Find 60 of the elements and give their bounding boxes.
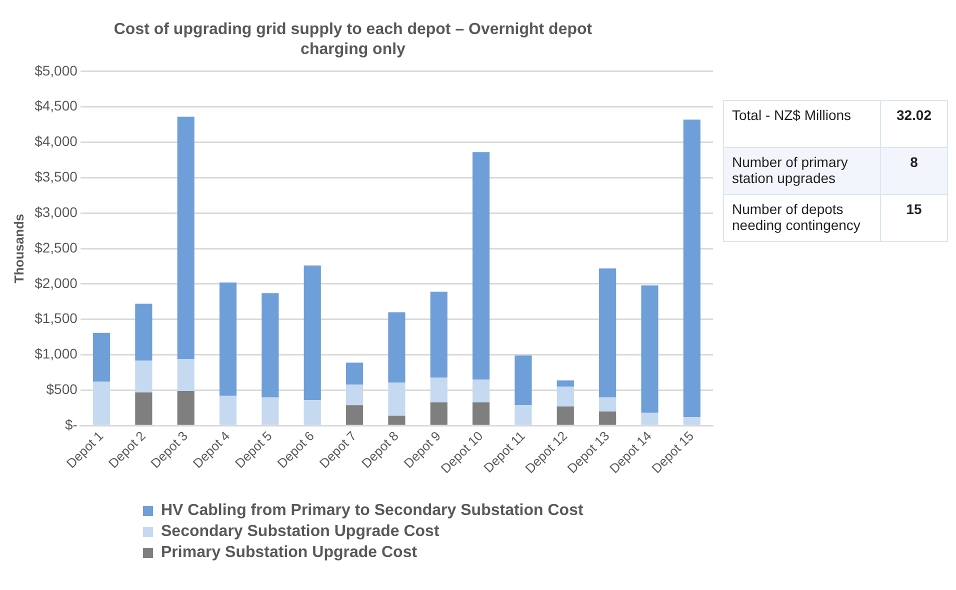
y-tick-label: $4,000: [34, 133, 78, 150]
bar: [472, 152, 490, 380]
y-tick-label: $-: [64, 416, 78, 433]
y-tick-label: $2,000: [34, 274, 78, 291]
bar: [219, 282, 237, 396]
bar: [599, 397, 616, 412]
y-tick-label: $1,000: [34, 346, 78, 362]
bar: [92, 382, 110, 425]
text: Total - NZ$ Millions: [724, 100, 880, 148]
bar: [177, 116, 194, 360]
text: 8: [880, 148, 948, 194]
bar: [641, 285, 658, 413]
bar: [92, 332, 110, 382]
bar: [346, 405, 364, 425]
legend-label: Secondary Substation Upgrade Cost: [161, 522, 440, 540]
y-tick-label: $2,500: [34, 239, 78, 256]
y-tick-label: $5,000: [34, 62, 78, 78]
bar: [388, 382, 406, 416]
bar: [514, 356, 532, 406]
bar: [683, 120, 700, 418]
bar: [177, 390, 194, 425]
bar: [135, 360, 152, 392]
legend-label: Primary Substation Upgrade Cost: [161, 544, 418, 562]
text: Number of depots needing contingency: [724, 194, 880, 242]
bar: [556, 380, 574, 387]
y-tick-label: $1,500: [34, 310, 78, 326]
bar: [556, 386, 574, 407]
bar: [472, 380, 490, 402]
bar: [556, 406, 574, 425]
bar: [514, 405, 532, 425]
bar: [430, 292, 448, 378]
bar: [388, 416, 406, 425]
bar: [304, 266, 321, 400]
bar: [430, 377, 448, 402]
bar: [599, 268, 616, 398]
bar: [262, 397, 279, 425]
bar: [388, 312, 406, 382]
legend-label: HV Cabling from Primary to Secondary Substation Cost: [161, 502, 584, 520]
bar: [219, 396, 237, 425]
chart-title: Cost of upgrading grid supply to each depot – Overnight depot charging only: [112, 20, 594, 60]
bar: [135, 392, 152, 425]
y-tick-label: $3,500: [34, 168, 78, 185]
bar: [641, 412, 658, 425]
bar: [262, 293, 279, 398]
bar: [177, 359, 194, 391]
bar: [346, 384, 364, 406]
y-axis-title: Thousands: [11, 214, 26, 284]
bar: [430, 402, 448, 425]
bar: [472, 402, 490, 425]
bar: [135, 304, 152, 360]
bar: [346, 362, 364, 385]
text: 15: [880, 194, 948, 242]
bar: [599, 411, 616, 425]
y-tick-label: $4,500: [34, 98, 78, 114]
text: Number of primary station upgrades: [724, 148, 880, 194]
y-tick-label: $3,000: [34, 204, 78, 220]
bar: [683, 417, 700, 425]
bar: [304, 400, 321, 425]
y-tick-label: $500: [46, 381, 78, 398]
text: 32.02: [880, 100, 948, 148]
